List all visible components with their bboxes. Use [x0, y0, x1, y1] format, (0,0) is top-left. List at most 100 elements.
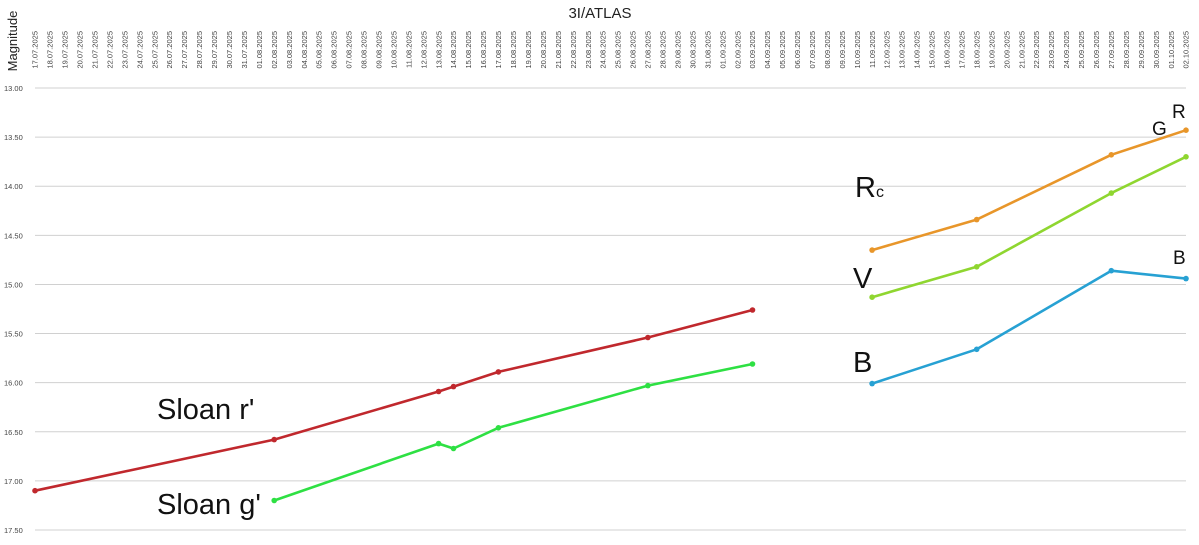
y-tick-label: 16.50	[4, 428, 23, 437]
data-point	[749, 307, 756, 313]
y-tick-label: 17.50	[4, 526, 23, 535]
x-tick-label: 31.08.2025	[703, 31, 712, 69]
x-tick-label: 16.09.2025	[943, 31, 952, 69]
series-line	[871, 155, 1187, 299]
x-tick-label: 02.08.2025	[270, 31, 279, 69]
x-tick-label: 01.08.2025	[255, 31, 264, 69]
x-tick-label: 31.07.2025	[240, 31, 249, 69]
data-point	[435, 440, 442, 447]
data-point	[450, 445, 457, 452]
x-tick-label: 03.09.2025	[748, 31, 757, 69]
x-tick-label: 13.08.2025	[434, 31, 443, 69]
x-tick-label: 29.07.2025	[210, 31, 219, 69]
y-axis-label: Magnitude	[5, 11, 20, 72]
label-sloan-r: Sloan r'	[157, 394, 254, 426]
data-point	[749, 361, 756, 367]
x-tick-label: 26.08.2025	[629, 31, 638, 69]
x-tick-label: 23.09.2025	[1047, 31, 1056, 69]
x-tick-label: 30.07.2025	[225, 31, 234, 69]
x-tick-label: 24.08.2025	[599, 31, 608, 69]
y-tick-label: 17.00	[4, 477, 23, 486]
data-point	[32, 487, 38, 494]
x-tick-label: 22.07.2025	[105, 31, 114, 69]
x-tick-label: 25.07.2025	[150, 31, 159, 69]
x-tick-label: 12.08.2025	[419, 31, 428, 69]
x-tick-label: 02.10.2025	[1182, 31, 1191, 69]
x-tick-label: 21.08.2025	[554, 31, 563, 69]
y-tick-labels: 13.00 13.50 14.00 14.50 15.00 15.50 16.00 16.50…	[4, 84, 23, 535]
x-tick-label: 30.09.2025	[1152, 31, 1161, 69]
data-point	[1183, 154, 1189, 160]
x-tick-label: 04.08.2025	[300, 31, 309, 69]
x-tick-labels: 17.07.2025 18.07.2025 19.07.2025 20.07.2025…	[31, 31, 1191, 69]
x-tick-label: 25.08.2025	[614, 31, 623, 69]
x-tick-label: 15.09.2025	[928, 31, 937, 69]
grid-lines	[35, 87, 1186, 531]
data-point	[973, 216, 980, 223]
x-tick-label: 17.08.2025	[494, 31, 503, 69]
y-tick-label: 14.50	[4, 231, 23, 240]
x-tick-label: 28.09.2025	[1122, 31, 1131, 69]
x-tick-label: 23.07.2025	[120, 31, 129, 69]
x-tick-label: 19.09.2025	[987, 31, 996, 69]
label-r-small: R	[1172, 102, 1186, 123]
data-point	[869, 247, 875, 253]
series-line	[273, 362, 753, 502]
series-line	[34, 308, 753, 492]
data-point	[869, 294, 875, 301]
x-tick-label: 29.09.2025	[1137, 31, 1146, 69]
x-tick-label: 30.08.2025	[688, 31, 697, 69]
x-tick-label: 06.08.2025	[330, 31, 339, 69]
x-tick-label: 09.09.2025	[838, 31, 847, 69]
y-tick-label: 13.00	[4, 84, 23, 93]
data-point	[973, 346, 980, 353]
series-lines	[32, 127, 1189, 504]
data-point	[869, 380, 875, 387]
x-tick-label: 26.09.2025	[1092, 31, 1101, 69]
x-tick-label: 10.09.2025	[853, 31, 862, 69]
data-point	[1108, 152, 1115, 158]
x-tick-label: 15.08.2025	[464, 31, 473, 69]
data-point	[1108, 267, 1115, 274]
data-point	[495, 425, 502, 431]
data-point	[271, 436, 278, 443]
x-tick-label: 18.07.2025	[46, 31, 55, 69]
x-tick-label: 12.09.2025	[883, 31, 892, 69]
data-point	[435, 388, 442, 395]
label-rc-main: R	[855, 172, 876, 204]
series-line	[871, 128, 1187, 252]
x-tick-label: 08.09.2025	[823, 31, 832, 69]
label-sloan-g: Sloan g'	[157, 489, 261, 521]
data-point	[1183, 127, 1189, 133]
chart-title: 3I/ATLAS	[568, 5, 631, 22]
x-tick-label: 20.07.2025	[76, 31, 85, 69]
x-tick-label: 07.09.2025	[808, 31, 817, 69]
x-tick-label: 24.09.2025	[1062, 31, 1071, 69]
x-tick-label: 09.08.2025	[375, 31, 384, 69]
series-line	[871, 269, 1187, 385]
label-b: B	[853, 347, 872, 379]
data-point	[645, 334, 651, 341]
y-tick-label: 13.50	[4, 133, 23, 142]
label-v: V	[853, 263, 873, 295]
x-tick-label: 22.08.2025	[569, 31, 578, 69]
x-tick-label: 13.09.2025	[898, 31, 907, 69]
x-tick-label: 17.07.2025	[31, 31, 40, 69]
x-tick-label: 05.08.2025	[315, 31, 324, 69]
x-tick-label: 14.09.2025	[913, 31, 922, 69]
x-tick-label: 21.07.2025	[90, 31, 99, 69]
x-tick-label: 27.09.2025	[1107, 31, 1116, 69]
x-tick-label: 11.09.2025	[868, 31, 877, 68]
x-tick-label: 16.08.2025	[479, 31, 488, 69]
data-point	[645, 382, 651, 389]
x-tick-label: 05.09.2025	[778, 31, 787, 69]
x-tick-label: 22.09.2025	[1032, 31, 1041, 69]
x-tick-label: 17.09.2025	[957, 31, 966, 69]
x-tick-label: 26.07.2025	[165, 31, 174, 69]
data-point	[271, 497, 278, 504]
x-tick-label: 20.09.2025	[1002, 31, 1011, 69]
x-tick-label: 27.07.2025	[180, 31, 189, 69]
x-tick-label: 28.07.2025	[195, 31, 204, 69]
x-tick-label: 02.09.2025	[733, 31, 742, 69]
